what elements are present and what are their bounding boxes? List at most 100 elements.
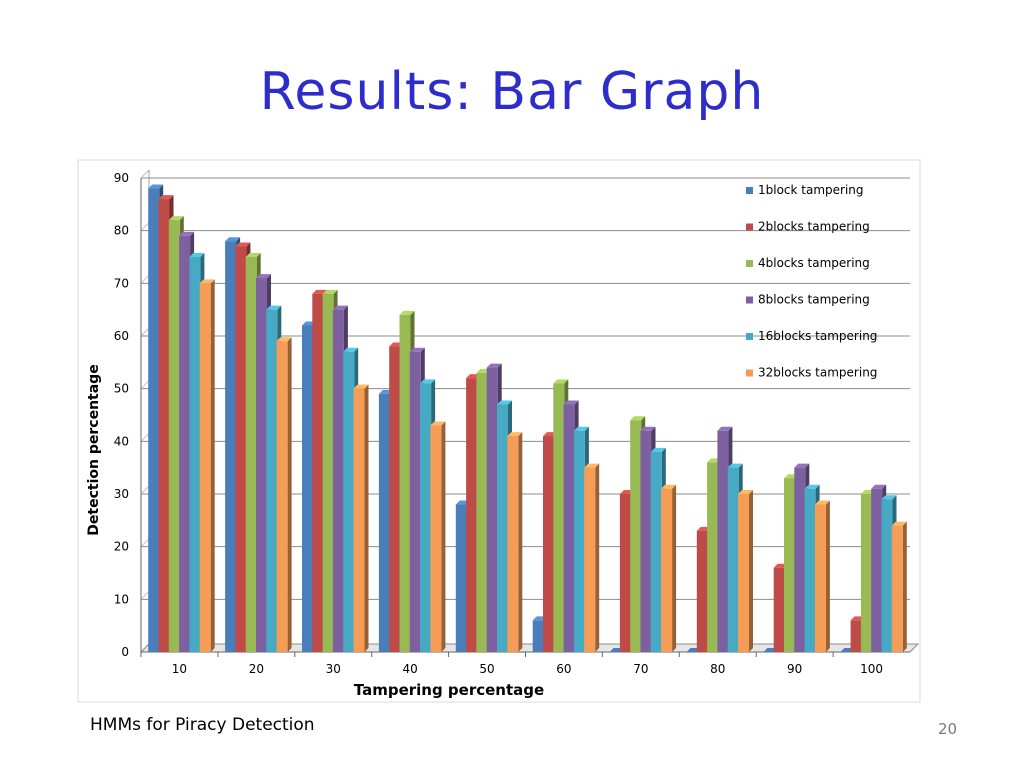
bar-front [256,278,267,652]
bar-front [532,620,544,652]
y-gridline-depth [140,432,150,442]
legend-label: 2blocks tampering [758,220,870,234]
bar-top [399,310,415,315]
bar-top [409,347,425,352]
bar-top [168,216,184,221]
bar-front [784,478,795,652]
bar [738,490,753,652]
bar-top [199,279,215,284]
bar-side [672,484,677,652]
x-axis-title: Tampering percentage [354,681,544,699]
bar-front [158,199,170,653]
bar-side [749,490,753,652]
bar-front [245,257,257,652]
bar-top [276,337,292,342]
legend-swatch [746,296,753,304]
y-tick-label: 20 [114,540,129,554]
bar-front [168,220,180,652]
bar-top [343,347,359,352]
y-gridline-depth [140,327,150,337]
bar-front [455,504,467,652]
bar-top [332,305,348,310]
bar-top [814,500,830,505]
bar-top [738,490,753,494]
bar-front [189,257,201,652]
x-tick-label: 20 [249,662,264,676]
bar-top [245,253,261,257]
bar-front [399,314,411,652]
legend-swatch [746,187,753,194]
bar-front [420,383,432,652]
x-tick-label: 70 [633,662,648,676]
legend-swatch [746,369,753,377]
bar-front [881,499,893,652]
legend-label: 1block tampering [758,183,864,197]
bar-top [891,521,907,526]
y-tick-label: 80 [114,224,129,238]
x-tick-label: 40 [403,662,418,676]
bar-front [630,420,642,652]
bar-front [891,525,903,652]
bar-top [640,426,656,431]
bar-top [179,231,195,236]
bar-front [773,567,785,652]
bar-top [507,432,523,437]
bar-top [353,384,369,389]
y-axis-title: Detection percentage [86,364,102,535]
bars [148,184,907,653]
bar-top [630,416,646,421]
y-gridline-depth [140,380,150,390]
bar-top [881,495,897,500]
bar-front [814,504,826,652]
y-tick-label: 10 [114,592,129,606]
bar-front [430,425,442,652]
bar [661,484,677,652]
bar-side [518,432,523,652]
legend-label: 32blocks tampering [758,366,877,380]
bar-front [466,378,478,652]
footer-caption: HMMs for Piracy Detection [90,715,315,735]
bar-top [553,379,569,384]
bar [430,421,446,652]
bar-front [738,494,749,652]
bar-front [553,383,565,652]
legend-swatch [746,223,753,231]
bar-front [225,241,237,652]
y-gridline-depth [140,274,150,284]
bar-front [276,341,288,652]
bar [276,337,292,652]
bar [507,432,523,652]
y-tick-label: 60 [114,329,129,343]
bar [814,500,830,652]
y-gridline-depth [140,590,150,600]
bar-top [225,237,241,242]
bar-front [650,451,662,652]
bar-front [584,467,596,652]
bar-top [266,305,282,310]
bar-front [804,488,816,652]
legend-swatch [746,260,753,267]
bar-front [148,188,160,653]
bar-front [871,488,883,652]
bar-front [727,467,739,652]
bar-front [353,388,365,652]
bar-front [497,404,508,652]
bar-front [696,530,708,652]
bar-front [563,404,575,652]
legend-label: 16blocks tampering [758,329,877,343]
bar-front [476,372,488,652]
slide-title: Results: Bar Graph [259,62,765,122]
bar-front [312,293,324,652]
bar-front [302,325,313,652]
bar-top [158,195,174,200]
bar-top [717,426,733,431]
bar-front [332,309,344,652]
bar-front [661,488,673,652]
y-tick-label: 0 [121,645,129,659]
x-tick-label: 90 [787,662,802,676]
bar-side [210,279,215,652]
bar-top [794,463,810,468]
bar-front [850,620,862,652]
bar-front [343,351,355,652]
y-gridline-depth [140,222,150,232]
